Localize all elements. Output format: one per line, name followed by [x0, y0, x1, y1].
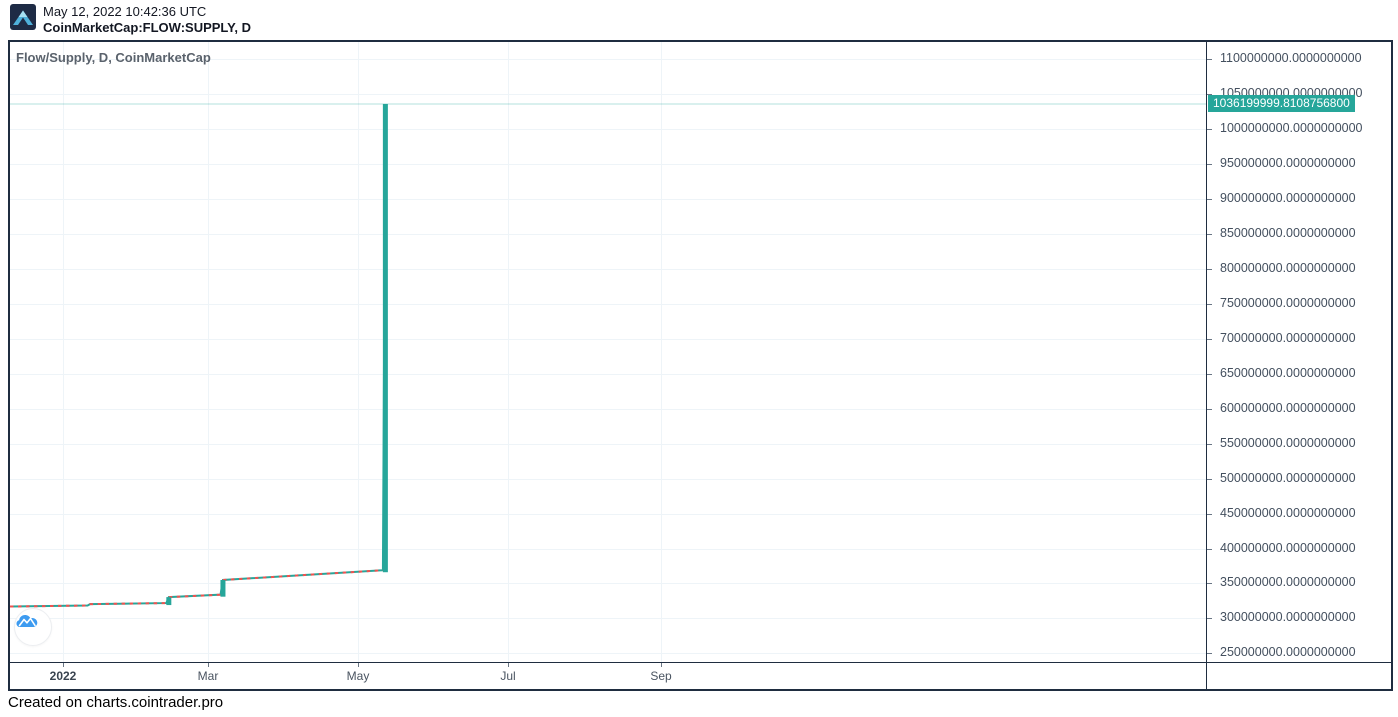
y-axis-tick [1207, 549, 1212, 550]
y-axis-tick [1207, 583, 1212, 584]
series-path-down-dashes [10, 104, 385, 607]
y-axis-tick [1207, 514, 1212, 515]
y-axis-label: 400000000.0000000000 [1220, 541, 1356, 555]
series-jump-bar [220, 580, 226, 597]
y-axis-label: 250000000.0000000000 [1220, 645, 1356, 659]
y-axis-label: 1100000000.0000000000 [1220, 51, 1362, 65]
y-axis-label: 450000000.0000000000 [1220, 506, 1356, 520]
header-text: May 12, 2022 10:42:36 UTC CoinMarketCap:… [43, 4, 251, 36]
watermark-logo-button[interactable] [14, 608, 52, 646]
axis-separator-vertical [1206, 42, 1207, 689]
x-axis-label: May [346, 669, 370, 683]
x-axis-tick [661, 663, 662, 667]
y-axis-tick [1207, 409, 1212, 410]
y-axis-label: 600000000.0000000000 [1220, 401, 1356, 415]
x-axis-label: 2022 [49, 669, 77, 683]
chart-container: Flow/Supply, D, CoinMarketCap 1036199999… [8, 40, 1393, 691]
y-axis-tick [1207, 94, 1212, 95]
y-axis-label: 1000000000.0000000000 [1220, 121, 1363, 135]
series-path-up [10, 103, 387, 608]
y-axis-tick [1207, 164, 1212, 165]
header: May 12, 2022 10:42:36 UTC CoinMarketCap:… [10, 4, 251, 36]
last-price-label: 1036199999.8108756800 [1208, 95, 1355, 112]
y-axis-label: 700000000.0000000000 [1220, 331, 1356, 345]
y-axis-tick [1207, 339, 1212, 340]
chart-timestamp: May 12, 2022 10:42:36 UTC [43, 4, 207, 19]
series-jump-bar [166, 597, 172, 606]
y-axis-tick [1207, 479, 1212, 480]
x-axis-tick [358, 663, 359, 667]
footer-credit: Created on charts.cointrader.pro [8, 694, 224, 711]
x-axis-tick [508, 663, 509, 667]
series-legend: Flow/Supply, D, CoinMarketCap [16, 50, 211, 65]
y-axis-label: 850000000.0000000000 [1220, 226, 1356, 240]
y-axis-tick [1207, 653, 1212, 654]
axis-separator-horizontal [10, 662, 1391, 663]
y-axis-tick [1207, 374, 1212, 375]
y-axis-label: 950000000.0000000000 [1220, 156, 1356, 170]
cloud-mountain-icon [16, 615, 38, 627]
y-axis-label: 650000000.0000000000 [1220, 366, 1356, 380]
y-axis-label: 800000000.0000000000 [1220, 261, 1356, 275]
y-axis-tick [1207, 444, 1212, 445]
y-axis-tick [1207, 129, 1212, 130]
x-axis-label: Sep [650, 669, 672, 683]
series-canvas [10, 42, 1206, 662]
y-axis-label: 750000000.0000000000 [1220, 296, 1356, 310]
x-axis-tick [208, 663, 209, 667]
x-axis-tick [63, 663, 64, 667]
series-jump-bar [382, 103, 388, 573]
time-axis[interactable]: 2022 Mar May Jul Sep [10, 663, 1206, 689]
y-axis-tick [1207, 269, 1212, 270]
y-axis-label: 350000000.0000000000 [1220, 575, 1356, 589]
price-axis[interactable]: 1036199999.8108756800 1100000000.0000000… [1207, 42, 1393, 689]
x-axis-label: Jul [500, 669, 516, 683]
app-logo-icon [10, 4, 36, 30]
y-axis-label: 550000000.0000000000 [1220, 436, 1356, 450]
y-axis-label: 300000000.0000000000 [1220, 610, 1356, 624]
y-axis-label: 900000000.0000000000 [1220, 191, 1356, 205]
plot-area[interactable]: Flow/Supply, D, CoinMarketCap [10, 42, 1206, 662]
y-axis-tick [1207, 618, 1212, 619]
y-axis-tick [1207, 199, 1212, 200]
chart-symbol-title: CoinMarketCap:FLOW:SUPPLY, D [43, 20, 252, 35]
x-axis-label: Mar [197, 669, 219, 683]
y-axis-tick [1207, 234, 1212, 235]
y-axis-tick [1207, 59, 1212, 60]
y-axis-label: 500000000.0000000000 [1220, 471, 1356, 485]
y-axis-tick [1207, 304, 1212, 305]
